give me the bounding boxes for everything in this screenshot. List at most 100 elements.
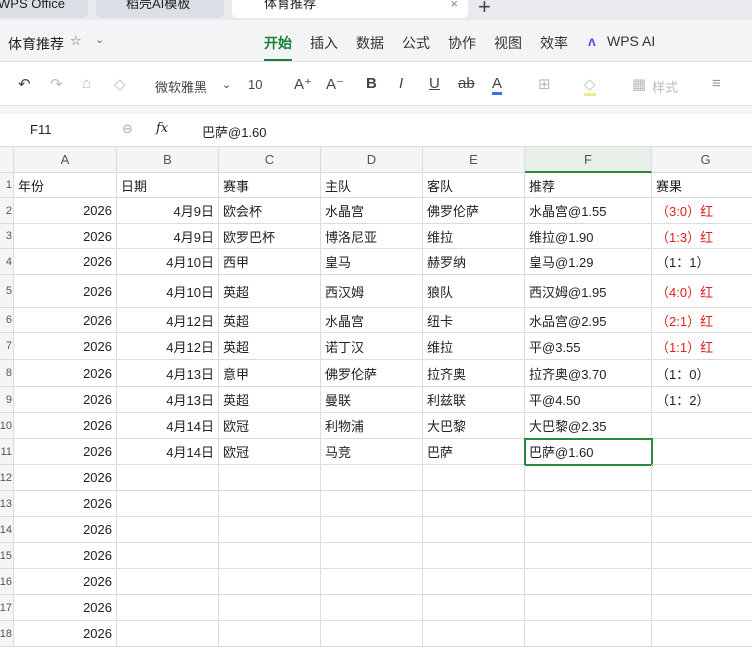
table-cell[interactable]: （1：0） xyxy=(652,360,752,387)
table-cell[interactable] xyxy=(321,517,423,543)
table-cell[interactable] xyxy=(117,517,219,543)
table-cell[interactable] xyxy=(652,439,752,465)
row-header[interactable]: 8 xyxy=(0,360,14,387)
table-cell[interactable] xyxy=(652,465,752,491)
table-cell[interactable] xyxy=(219,569,321,595)
table-cell[interactable]: 4月10日 xyxy=(117,249,219,275)
table-cell[interactable] xyxy=(652,621,752,647)
table-cell[interactable]: 英超 xyxy=(219,333,321,360)
row-header[interactable]: 6 xyxy=(0,308,14,333)
table-cell[interactable]: 维拉 xyxy=(423,333,525,360)
column-title[interactable]: 赛事 xyxy=(219,173,321,198)
table-cell[interactable]: 西汉姆 xyxy=(321,275,423,308)
cell-style-icon[interactable]: ▦ xyxy=(632,76,647,93)
table-cell[interactable] xyxy=(423,491,525,517)
row-header[interactable]: 5 xyxy=(0,275,14,308)
table-cell[interactable] xyxy=(321,465,423,491)
table-cell[interactable]: 英超 xyxy=(219,275,321,308)
table-cell[interactable]: 佛罗伦萨 xyxy=(321,360,423,387)
table-cell[interactable] xyxy=(423,595,525,621)
table-cell[interactable]: 欧会杯 xyxy=(219,198,321,224)
table-cell[interactable]: 水晶宫@1.55 xyxy=(525,198,652,224)
row-header[interactable]: 17 xyxy=(0,595,14,621)
tab-sports[interactable]: 体育推荐 × xyxy=(232,0,468,18)
row-header[interactable]: 18 xyxy=(0,621,14,647)
table-cell[interactable]: 2026 xyxy=(14,413,117,439)
table-cell[interactable]: 欧冠 xyxy=(219,413,321,439)
table-cell[interactable]: 西汉姆@1.95 xyxy=(525,275,652,308)
fill-color-icon[interactable]: ◇ xyxy=(584,75,596,96)
row-header[interactable]: 13 xyxy=(0,491,14,517)
font-select[interactable]: 微软雅黑 xyxy=(155,80,208,95)
tab-template[interactable]: 稻壳AI模板 xyxy=(96,0,224,18)
column-title[interactable]: 客队 xyxy=(423,173,525,198)
underline-icon[interactable]: U xyxy=(429,75,440,92)
menu-view[interactable]: 视图 xyxy=(494,35,522,51)
table-cell[interactable]: 2026 xyxy=(14,569,117,595)
cell-reference[interactable]: F11 xyxy=(30,122,52,137)
table-cell[interactable] xyxy=(321,543,423,569)
row-header[interactable]: 2 xyxy=(0,198,14,224)
italic-icon[interactable]: I xyxy=(399,75,404,92)
table-cell[interactable] xyxy=(117,491,219,517)
formula-input[interactable]: 巴萨@1.60 xyxy=(202,125,267,140)
table-cell[interactable] xyxy=(652,543,752,569)
table-cell[interactable] xyxy=(117,621,219,647)
table-cell[interactable] xyxy=(652,517,752,543)
column-header-D[interactable]: D xyxy=(321,147,423,173)
table-cell[interactable] xyxy=(117,569,219,595)
table-cell[interactable]: 大巴黎 xyxy=(423,413,525,439)
table-cell[interactable]: （1:1）红 xyxy=(652,333,752,360)
table-cell[interactable] xyxy=(117,465,219,491)
table-cell[interactable]: 2026 xyxy=(14,275,117,308)
align-icon[interactable]: ≡ xyxy=(712,75,721,92)
column-title[interactable]: 赛果 xyxy=(652,173,752,198)
row-header[interactable]: 4 xyxy=(0,249,14,275)
menu-data[interactable]: 数据 xyxy=(356,35,384,51)
table-cell[interactable]: 4月14日 xyxy=(117,439,219,465)
table-cell[interactable] xyxy=(219,621,321,647)
table-cell[interactable]: 欧冠 xyxy=(219,439,321,465)
font-color-icon[interactable]: A xyxy=(492,75,503,95)
table-cell[interactable]: 2026 xyxy=(14,439,117,465)
table-cell[interactable]: 英超 xyxy=(219,308,321,333)
table-cell[interactable] xyxy=(525,517,652,543)
column-header-C[interactable]: C xyxy=(219,147,321,173)
table-cell[interactable]: 4月9日 xyxy=(117,224,219,249)
table-cell[interactable] xyxy=(423,465,525,491)
table-cell[interactable]: （1:3）红 xyxy=(652,224,752,249)
row-header[interactable]: 15 xyxy=(0,543,14,569)
table-cell[interactable]: 平@4.50 xyxy=(525,387,652,413)
decrease-font-icon[interactable]: A⁻ xyxy=(326,76,344,93)
table-cell[interactable]: 2026 xyxy=(14,517,117,543)
table-cell[interactable]: 2026 xyxy=(14,465,117,491)
add-tab-icon[interactable]: + xyxy=(478,0,491,19)
table-cell[interactable] xyxy=(525,543,652,569)
table-cell[interactable]: 维拉@1.90 xyxy=(525,224,652,249)
menu-collab[interactable]: 协作 xyxy=(448,35,476,51)
table-cell[interactable]: 2026 xyxy=(14,543,117,569)
column-header-F[interactable]: F xyxy=(525,147,652,173)
table-cell[interactable] xyxy=(219,543,321,569)
column-title[interactable]: 主队 xyxy=(321,173,423,198)
table-cell[interactable]: （1：2） xyxy=(652,387,752,413)
row-header[interactable]: 11 xyxy=(0,439,14,465)
row-header[interactable]: 16 xyxy=(0,569,14,595)
row-header[interactable]: 10 xyxy=(0,413,14,439)
table-cell[interactable]: 2026 xyxy=(14,360,117,387)
table-cell[interactable]: 4月13日 xyxy=(117,387,219,413)
menu-formula[interactable]: 公式 xyxy=(402,35,430,51)
table-cell[interactable]: 诺丁汉 xyxy=(321,333,423,360)
table-cell[interactable]: 维拉 xyxy=(423,224,525,249)
table-cell[interactable] xyxy=(117,595,219,621)
table-cell[interactable]: 皇马 xyxy=(321,249,423,275)
table-cell[interactable]: （4:0）红 xyxy=(652,275,752,308)
font-size-select[interactable]: 10 xyxy=(248,77,263,92)
table-cell[interactable]: （1：1） xyxy=(652,249,752,275)
strikethrough-icon[interactable]: ab xyxy=(458,75,475,92)
table-cell[interactable]: 4月14日 xyxy=(117,413,219,439)
border-icon[interactable]: ⊞ xyxy=(538,76,551,93)
table-cell[interactable]: 纽卡 xyxy=(423,308,525,333)
table-cell[interactable]: 2026 xyxy=(14,249,117,275)
row-header[interactable]: 1 xyxy=(0,173,14,198)
